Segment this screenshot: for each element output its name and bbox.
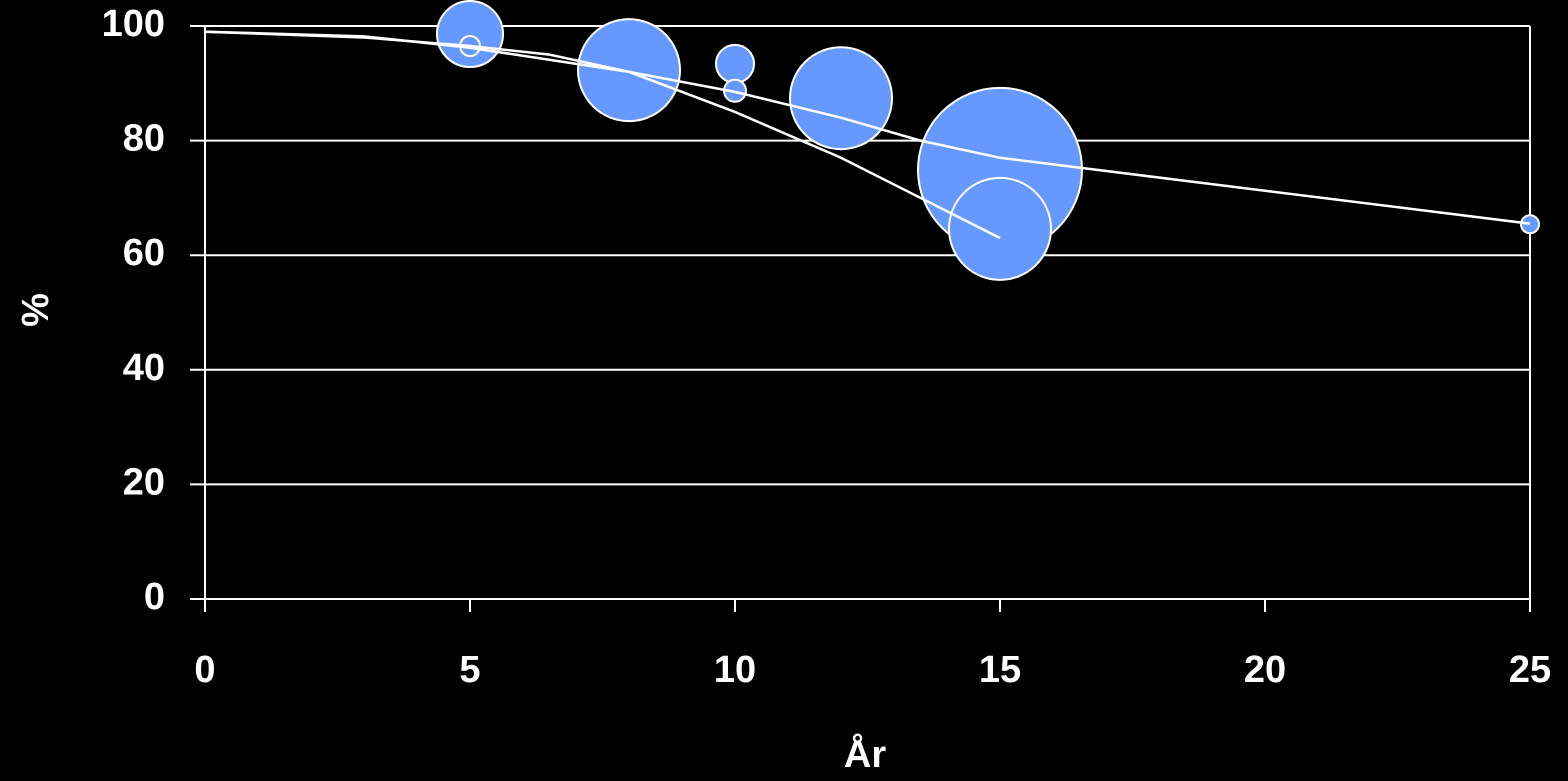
- y-tick-label: 100: [102, 3, 165, 45]
- trend-line: [204, 30, 1001, 240]
- y-tick-label: 20: [123, 461, 165, 503]
- bubble: [436, 0, 504, 69]
- x-axis-title: År: [844, 732, 886, 776]
- bubble: [577, 18, 681, 123]
- bubble: [948, 176, 1052, 281]
- x-tick-label: 5: [459, 649, 480, 691]
- x-tick-label: 0: [194, 649, 215, 691]
- y-tick-label: 0: [144, 576, 165, 618]
- x-tick-label: 10: [714, 649, 756, 691]
- x-tick-label: 25: [1509, 649, 1551, 691]
- y-axis-title: %: [15, 293, 57, 327]
- bubble: [789, 46, 893, 151]
- y-tick-label: 80: [123, 118, 165, 160]
- x-tick-label: 20: [1244, 649, 1286, 691]
- y-tick-label: 60: [123, 232, 165, 274]
- bubble: [1520, 214, 1540, 235]
- bubble: [715, 43, 755, 84]
- y-tick-label: 40: [123, 347, 165, 389]
- x-tick-label: 15: [979, 649, 1021, 691]
